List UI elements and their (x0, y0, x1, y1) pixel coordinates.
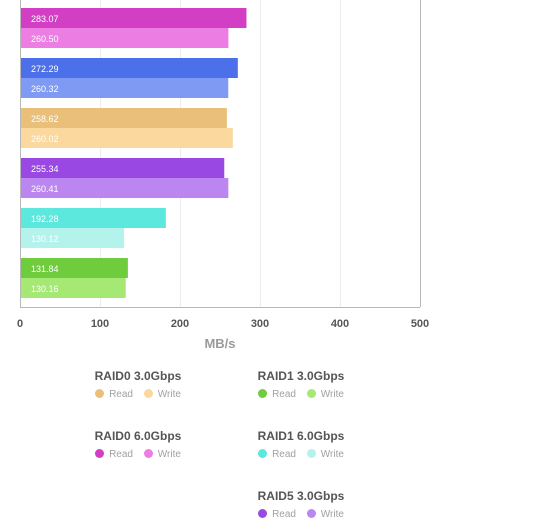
x-tick-label: 300 (251, 318, 269, 330)
bar-read (21, 58, 238, 78)
x-tick-label: 200 (171, 318, 189, 330)
bar-value-label: 283.07 (31, 14, 59, 24)
bar-value-label: 260.32 (31, 84, 59, 94)
read-swatch (258, 449, 268, 458)
bar-write (21, 228, 125, 248)
read-swatch (95, 389, 105, 398)
write-swatch (306, 389, 316, 398)
bar-value-label: 131.84 (31, 264, 59, 274)
read-swatch (258, 389, 268, 398)
bar-value-label: 258.62 (31, 114, 59, 124)
bar-read (21, 258, 128, 278)
bar-value-label: 255.34 (31, 164, 59, 174)
legend-item-read[interactable]: Read (95, 448, 133, 462)
legend-group-raid5-3gbps: RAID5 3.0Gbps Read Write (216, 488, 386, 522)
x-tick-label: 100 (91, 318, 109, 330)
write-swatch (143, 389, 153, 398)
bar-write (21, 128, 233, 148)
legend-group-raid0-3gbps: RAID0 3.0Gbps Read Write (53, 368, 223, 402)
bar-read (21, 208, 166, 228)
legend-item-read[interactable]: Read (258, 388, 296, 402)
legend-item-write[interactable]: Write (143, 448, 181, 462)
legend-group-title: RAID0 6.0Gbps (94, 429, 182, 443)
x-axis-title: MB/s (204, 336, 235, 351)
x-tick-label: 500 (411, 318, 429, 330)
read-swatch (258, 509, 268, 518)
bar-value-label: 130.12 (31, 234, 59, 244)
legend-item-read[interactable]: Read (258, 508, 296, 522)
x-tick-label: 0 (17, 318, 23, 330)
bar-value-label: 260.50 (31, 34, 59, 44)
bar-write (21, 78, 229, 98)
bar-value-label: 192.28 (31, 214, 59, 224)
legend-group-title: RAID1 6.0Gbps (257, 429, 345, 443)
write-swatch (306, 449, 316, 458)
legend-group-title: RAID0 3.0Gbps (94, 369, 182, 383)
bar-read (21, 8, 247, 28)
bar-write (21, 178, 229, 198)
bar-value-label: 130.16 (31, 284, 59, 294)
legend-item-write[interactable]: Write (143, 388, 181, 402)
bar-chart: 283.07 260.50 272.29 260.32 258.62 260.02 255.… (17, 0, 429, 351)
write-swatch (306, 509, 316, 518)
bar-value-label: 272.29 (31, 64, 59, 74)
bar-write (21, 28, 229, 48)
legend: RAID0 3.0Gbps Read Write RAID1 3.0Gbps R… (0, 360, 560, 520)
legend-group-raid1-6gbps: RAID1 6.0Gbps Read Write (216, 428, 386, 462)
legend-group-title: RAID5 3.0Gbps (257, 489, 345, 503)
bar-read (21, 108, 227, 128)
legend-item-read[interactable]: Read (95, 388, 133, 402)
bar-value-label: 260.41 (31, 184, 59, 194)
legend-group-title: RAID1 3.0Gbps (257, 369, 345, 383)
bar-write (21, 278, 126, 298)
legend-item-write[interactable]: Write (306, 448, 344, 462)
bar-value-label: 260.02 (31, 134, 59, 144)
read-swatch (95, 449, 105, 458)
legend-group-raid1-3gbps: RAID1 3.0Gbps Read Write (216, 368, 386, 402)
legend-item-write[interactable]: Write (306, 508, 344, 522)
legend-item-read[interactable]: Read (258, 448, 296, 462)
bar-read (21, 158, 225, 178)
legend-group-raid0-6gbps: RAID0 6.0Gbps Read Write (53, 428, 223, 462)
write-swatch (143, 449, 153, 458)
x-tick-label: 400 (331, 318, 349, 330)
legend-item-write[interactable]: Write (306, 388, 344, 402)
